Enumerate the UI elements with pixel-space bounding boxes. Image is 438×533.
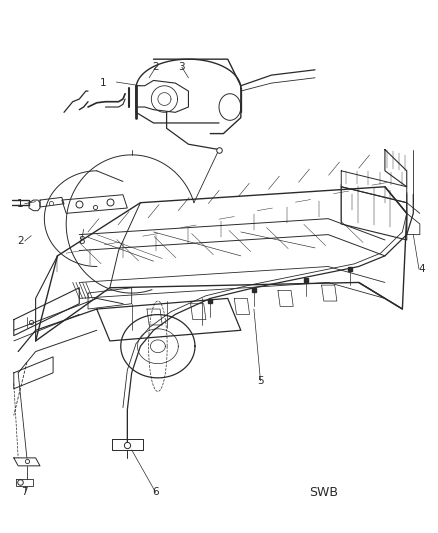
Text: 1: 1	[100, 78, 106, 88]
Text: 2: 2	[17, 236, 24, 246]
Text: 3: 3	[179, 62, 185, 72]
Text: 7: 7	[21, 488, 28, 497]
Text: 5: 5	[257, 376, 264, 386]
Text: SWB: SWB	[309, 486, 338, 499]
Text: 2: 2	[152, 62, 159, 72]
Text: 1: 1	[17, 199, 24, 209]
Text: 6: 6	[152, 488, 159, 497]
Text: 8: 8	[78, 236, 85, 246]
Text: 4: 4	[419, 264, 425, 274]
